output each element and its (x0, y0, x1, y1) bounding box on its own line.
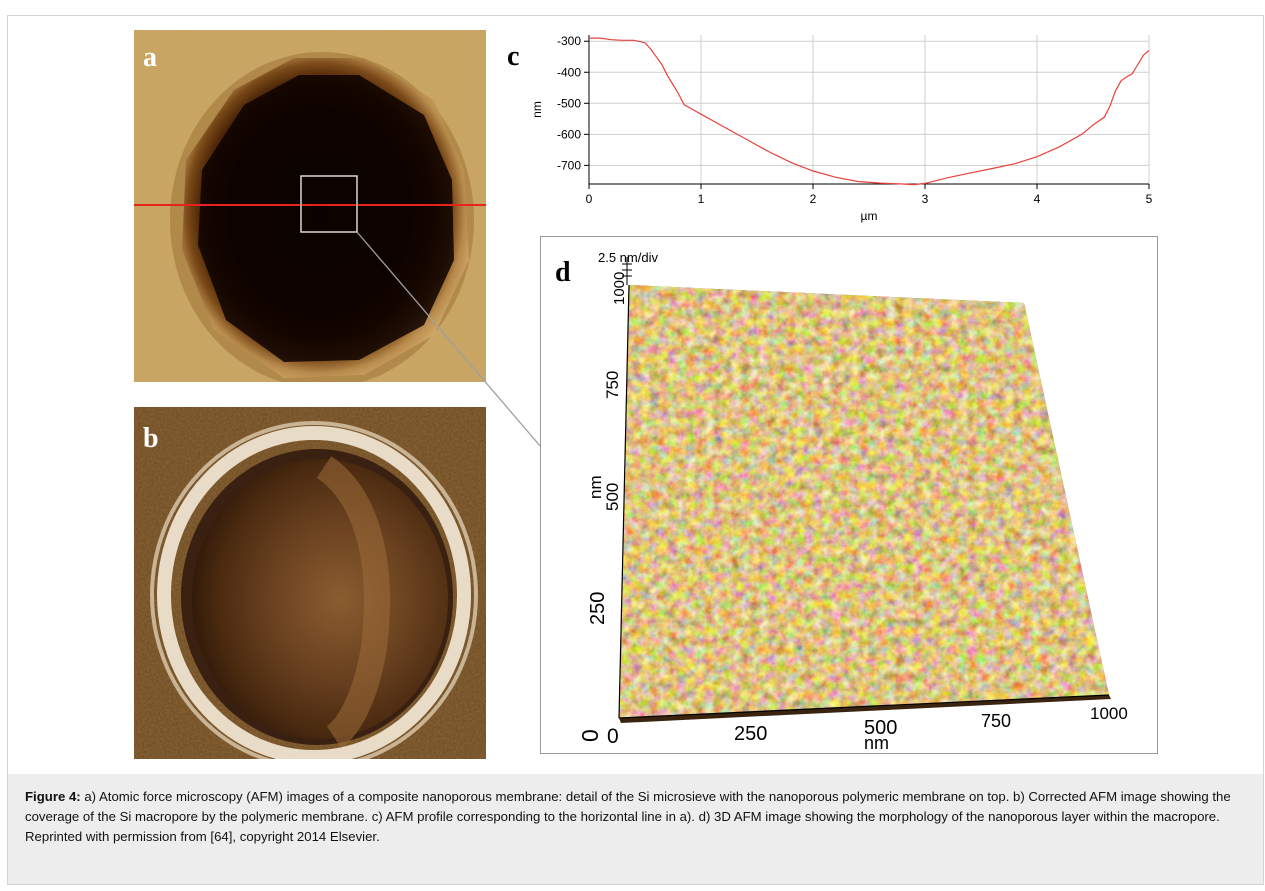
panel-b-corrected-afm-image: b (134, 407, 486, 759)
x-tick-label: 4 (1034, 192, 1041, 206)
corrected-afm-image (134, 407, 486, 759)
x-tick-label: 1 (698, 192, 705, 206)
d-x-tick-500: 500 (864, 717, 898, 739)
d-x-tick-750: 750 (981, 711, 1012, 731)
x-tick-label: 5 (1146, 192, 1153, 206)
d-y-tick-250: 250 (587, 591, 609, 625)
figure-caption: Figure 4: a) Atomic force microscopy (AF… (8, 774, 1263, 884)
profile-chart-svg: 0 1 2 3 4 5 -300 -400 -500 -600 -700 µm nm (530, 34, 1153, 223)
d-y-axis-title: nm (586, 475, 605, 499)
y-tick-label: -700 (557, 158, 581, 172)
panel-label-b: b (143, 423, 159, 454)
afm-topography-image (134, 30, 486, 382)
d-y-tick-0: 0 (577, 729, 603, 742)
zoom-region-box (300, 175, 358, 233)
panel-label-d: d (555, 257, 571, 288)
afm-3d-surface (618, 257, 1111, 723)
x-tick-label: 0 (586, 192, 593, 206)
panel-label-c: c (507, 41, 520, 72)
d-y-tick-750: 750 (603, 370, 622, 399)
panel-c-afm-profile-chart: c 0 1 2 3 4 5 -300 -400 -500 -600 -700 µm nm (505, 27, 1175, 232)
caption-text: a) Atomic force microscopy (AFM) images … (25, 789, 1231, 844)
y-tick-label: -400 (557, 65, 581, 79)
profile-series-line (589, 37, 1150, 186)
panel-label-a: a (143, 42, 157, 73)
x-tick-label: 2 (810, 192, 817, 206)
y-axis-title: nm (530, 101, 544, 118)
d-x-axis-title: nm (864, 733, 890, 753)
x-axis-title: µm (861, 209, 878, 223)
y-tick-label: -600 (557, 127, 581, 141)
z-scale-label: 2.5 nm/div (598, 250, 658, 265)
d-x-tick-250: 250 (734, 723, 768, 745)
y-tick-label: -500 (557, 96, 581, 110)
panel-d-3d-afm-image: d 2.5 nm/div 1000 750 500 nm 250 0 0 250… (540, 236, 1158, 754)
d-x-tick-1000: 1000 (1090, 704, 1128, 723)
d-y-tick-1000: 1000 (611, 271, 628, 305)
x-tick-label: 3 (922, 192, 929, 206)
d-x-tick-0: 0 (607, 725, 619, 748)
d-y-tick-500: 500 (603, 482, 622, 511)
y-tick-label: -300 (557, 34, 581, 48)
panel-a-afm-topography-image: a (134, 30, 486, 382)
caption-label: Figure 4: (25, 789, 81, 804)
